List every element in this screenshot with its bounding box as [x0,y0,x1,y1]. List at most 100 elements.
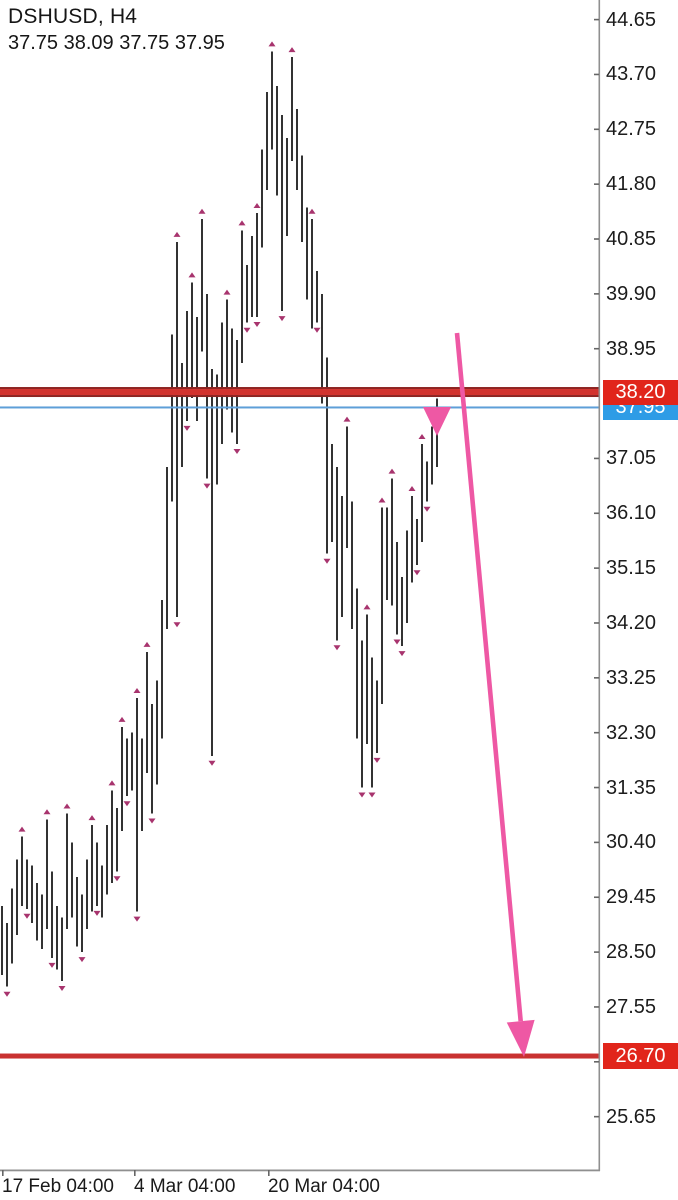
fractal-down-icon [333,645,341,651]
target-line[interactable] [0,1053,599,1059]
trend-arrow[interactable] [454,332,535,1057]
fractal-down-icon [23,913,31,919]
time-tick [134,1170,136,1176]
ohlc-bar [80,894,84,953]
fractal-up-icon [363,604,371,610]
ohlc-bar [190,282,194,398]
price-axis-label: 38.95 [606,337,657,360]
ohlc-bar [30,865,34,924]
fractal-up-icon [173,231,181,237]
fractal-down-icon [113,876,121,882]
fractal-down-icon [423,506,431,512]
ohlc-bar [160,599,164,739]
price-axis-label: 43.70 [606,63,657,86]
ohlc-bar [155,680,159,785]
ohlc-bar [310,218,314,329]
ohlc-bar [45,819,49,930]
ohlc-bar [215,374,219,485]
price-tick [594,73,599,76]
fractal-up-icon [308,208,316,214]
ohlc-bar [70,842,74,918]
ohlc-bar [400,576,404,647]
ohlc-bar [300,155,304,242]
fractal-down-icon [368,792,376,798]
fractal-up-icon [143,641,151,647]
ohlc-bar [365,614,369,745]
fractal-up-icon [378,497,386,503]
fractal-down-icon [48,962,56,968]
fractal-down-icon [398,651,406,657]
ohlc-bar [255,213,259,317]
price-tick [594,951,599,953]
fractal-down-icon [123,801,131,807]
fractal-up-icon [43,809,51,815]
price-axis-label: 30.40 [606,831,657,854]
resistance-line[interactable] [0,387,599,398]
ohlc-bar [35,882,39,941]
price-bars [0,51,439,987]
price-tick [594,238,599,240]
chart-header: DSHUSD, H4 37.75 38.09 37.75 37.95 [8,4,225,56]
fractal-down-icon [413,570,421,576]
ohlc-bar [145,651,149,774]
ohlc-bar [130,732,134,791]
ohlc-bar [375,680,379,753]
price-tick [594,1061,599,1063]
fractal-up-icon [253,203,261,209]
ohlc-bar [360,640,364,788]
fractal-up-icon [133,688,141,694]
fractal-up-icon [88,815,96,821]
ohlc-bar [135,698,139,912]
price-axis-label: 27.55 [606,995,657,1018]
sell-arrow-marker[interactable] [423,407,451,436]
ohlc-bar [120,726,124,831]
ohlc-bar [240,230,244,364]
price-tick [594,567,599,569]
ohlc-bar [390,478,394,606]
price-tick [594,677,599,679]
time-axis-line [0,1169,600,1172]
fractal-down-icon [323,558,331,564]
ohlc-bar [320,293,324,404]
price-tick [594,1006,599,1008]
time-tick [268,1170,270,1176]
price-badge-resistance: 38.20 [603,379,678,405]
ohlc-bar [105,825,109,895]
fractal-down-icon [233,448,241,454]
ohlc-bar [210,368,214,756]
ohlc-bar [395,542,399,635]
ohlc-bar [220,322,224,444]
fractal-down-icon [253,321,261,327]
fractal-up-icon [268,41,276,47]
ohlc-bar [50,871,54,958]
ohlc-bar [170,334,174,502]
price-tick [594,786,599,789]
fractal-down-icon [243,327,251,333]
fractal-down-icon [373,757,381,763]
price-tick [594,841,599,844]
ohlc-bar [25,859,29,909]
fractal-down-icon [78,957,86,963]
price-tick [594,18,599,21]
ohlc-bar [95,842,99,906]
price-axis-label: 31.35 [606,776,657,799]
price-axis-label: 25.65 [606,1105,657,1128]
ohlc-bar [315,270,319,323]
current-price-line [0,406,599,409]
ohlc-bar [10,888,14,964]
price-axis-label: 33.25 [606,666,657,689]
price-tick [594,512,599,515]
ohlc-bar [245,264,249,323]
price-axis-label: 41.80 [606,173,657,196]
ohlc-bar [280,114,284,312]
time-axis-label: 4 Mar 04:00 [134,1176,236,1197]
price-axis-label: 28.50 [606,941,657,964]
ohlc-bar [195,316,199,421]
ohlc-bar [185,311,189,421]
ohlc-bar [290,57,294,162]
ohlc-bar [250,236,254,317]
fractal-up-icon [18,826,26,832]
price-axis-label: 37.05 [606,447,657,470]
